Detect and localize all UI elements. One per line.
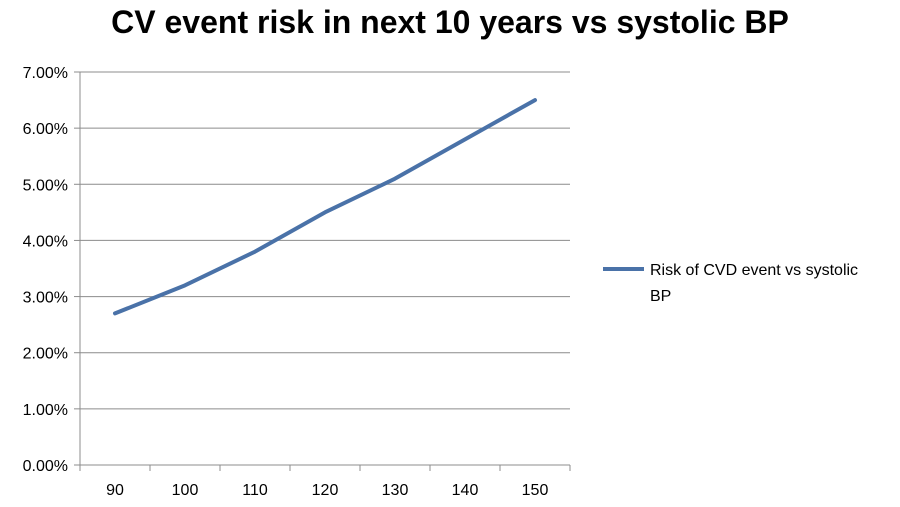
y-tick-label: 6.00% bbox=[23, 121, 68, 138]
x-tick-label: 120 bbox=[312, 482, 339, 499]
x-tick-label: 150 bbox=[522, 482, 549, 499]
y-axis-tick-labels: 0.00% 1.00% 2.00% 3.00% 4.00% 5.00% 6.00% 7.00% bbox=[23, 65, 68, 475]
y-tick-label: 7.00% bbox=[23, 65, 68, 82]
x-tick-label: 110 bbox=[242, 482, 268, 499]
y-tick-label: 3.00% bbox=[23, 290, 68, 307]
y-tick-label: 1.00% bbox=[23, 402, 68, 419]
legend-label: Risk of CVD event vs systolic BP bbox=[650, 262, 858, 305]
axes bbox=[74, 71, 571, 471]
chart-title: CV event risk in next 10 years vs systol… bbox=[111, 4, 789, 40]
series-line bbox=[113, 98, 537, 316]
series-group bbox=[113, 98, 537, 316]
x-tick-label: 90 bbox=[106, 482, 124, 499]
x-tick-label: 140 bbox=[452, 482, 479, 499]
x-tick-label: 100 bbox=[172, 482, 199, 499]
y-tick-label: 2.00% bbox=[23, 346, 68, 363]
y-tick-label: 4.00% bbox=[23, 233, 68, 250]
y-tick-label: 0.00% bbox=[23, 458, 68, 475]
legend: Risk of CVD event vs systolic BP bbox=[603, 262, 858, 305]
x-axis-tick-labels: 90 100 110 120 130 140 150 bbox=[106, 482, 548, 499]
x-tick-label: 130 bbox=[382, 482, 409, 499]
y-tick-label: 5.00% bbox=[23, 177, 68, 194]
